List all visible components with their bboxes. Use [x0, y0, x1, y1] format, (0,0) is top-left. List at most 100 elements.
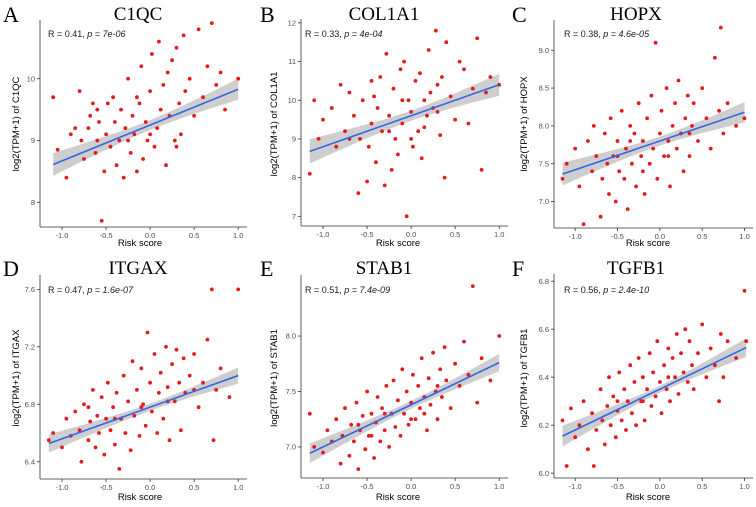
data-point — [358, 137, 362, 141]
data-point — [139, 64, 144, 69]
data-point — [428, 402, 433, 407]
x-tick-label: 0.5 — [189, 483, 199, 492]
data-point — [641, 169, 645, 174]
data-point — [111, 95, 115, 100]
y-tick-label: 6.4 — [25, 457, 35, 466]
data-point — [135, 95, 139, 100]
data-point — [372, 94, 376, 99]
data-point — [117, 467, 122, 471]
x-axis-title: Risk score — [626, 492, 670, 503]
stat-r: R = 0.38, — [564, 29, 603, 39]
data-point — [666, 154, 671, 159]
data-point — [404, 389, 409, 394]
data-point — [687, 339, 692, 344]
y-tick-label: 8.5 — [539, 84, 549, 93]
data-point — [352, 439, 356, 444]
data-point — [708, 346, 713, 351]
data-point — [380, 406, 384, 410]
data-point — [687, 154, 692, 159]
data-point — [673, 101, 677, 106]
data-point — [560, 418, 565, 423]
plot-area: -1.0 -0.5 0.0 0.5 1.0 7 8 9 10 11 12 — [288, 18, 508, 239]
y-tick-label: 9 — [292, 135, 296, 144]
data-point — [312, 98, 317, 103]
data-point — [128, 448, 133, 453]
data-point — [164, 163, 168, 168]
data-point — [497, 334, 502, 338]
x-tick-label: -1.0 — [569, 232, 582, 241]
x-tick-label: -1.0 — [56, 483, 69, 492]
x-tick-label: -0.5 — [611, 232, 624, 241]
data-point — [742, 288, 747, 293]
y-tick-label: 8.0 — [539, 121, 549, 130]
x-tick-label: 1.0 — [739, 482, 749, 491]
data-point — [624, 428, 628, 432]
data-point — [88, 419, 93, 424]
data-point — [400, 121, 405, 126]
y-axis-title: log2(TPM+1) of ITGAX — [11, 329, 22, 427]
data-point — [167, 438, 172, 443]
data-point — [625, 207, 630, 212]
x-tick-label: -0.5 — [611, 482, 624, 491]
data-point — [387, 113, 391, 118]
data-point — [666, 346, 671, 351]
data-point — [404, 214, 409, 219]
data-point — [141, 402, 146, 407]
data-point — [55, 147, 60, 152]
data-point — [433, 28, 438, 33]
data-point — [396, 152, 400, 157]
data-point — [666, 139, 671, 143]
data-point — [615, 399, 620, 404]
x-tick-label: 1.0 — [739, 232, 749, 241]
data-point — [205, 337, 210, 342]
data-point — [628, 139, 633, 143]
data-point — [356, 422, 361, 427]
data-point — [619, 108, 624, 113]
data-point — [431, 350, 435, 355]
data-point — [607, 192, 611, 196]
data-point — [132, 132, 137, 137]
data-point — [170, 58, 175, 63]
y-tick-label: 10 — [288, 96, 296, 105]
x-tick-label: -0.5 — [100, 483, 113, 492]
x-tick-label: 0.0 — [406, 230, 416, 239]
data-point — [685, 93, 690, 98]
data-point — [642, 418, 647, 423]
x-tick-label: -0.5 — [361, 230, 374, 239]
data-point — [475, 36, 480, 41]
data-point — [653, 394, 658, 399]
regression-line — [48, 374, 239, 445]
data-point — [365, 179, 369, 184]
panel-c: C HOPX R = 0.38, p = 4.6e-05 -1.0 -0.5 0.0… — [512, 2, 753, 249]
data-point — [384, 51, 389, 56]
data-point — [51, 95, 56, 100]
data-point — [338, 461, 343, 466]
data-point — [114, 390, 119, 395]
y-tick-label: 7.5 — [286, 387, 296, 396]
data-point — [426, 376, 431, 381]
data-point — [369, 411, 374, 416]
data-point — [466, 372, 471, 377]
data-point — [649, 93, 654, 98]
data-point — [86, 438, 91, 443]
x-tick-label: -1.0 — [317, 230, 330, 239]
data-point — [655, 176, 660, 181]
data-point — [425, 113, 429, 118]
data-point — [634, 184, 638, 189]
data-point — [611, 394, 616, 399]
y-tick-label: 8 — [31, 198, 35, 207]
data-point — [617, 370, 622, 375]
x-tick-label: -1.0 — [56, 231, 69, 240]
data-point — [744, 339, 749, 344]
data-point — [104, 132, 108, 137]
data-point — [676, 78, 681, 83]
data-point — [700, 86, 705, 90]
y-tick-label: 6.6 — [539, 325, 549, 334]
data-point — [406, 98, 411, 103]
data-point — [135, 388, 139, 392]
data-point — [307, 171, 312, 176]
y-tick-label: 7.6 — [25, 285, 35, 294]
data-point — [416, 384, 421, 388]
data-point — [316, 137, 321, 141]
data-point — [126, 76, 130, 81]
